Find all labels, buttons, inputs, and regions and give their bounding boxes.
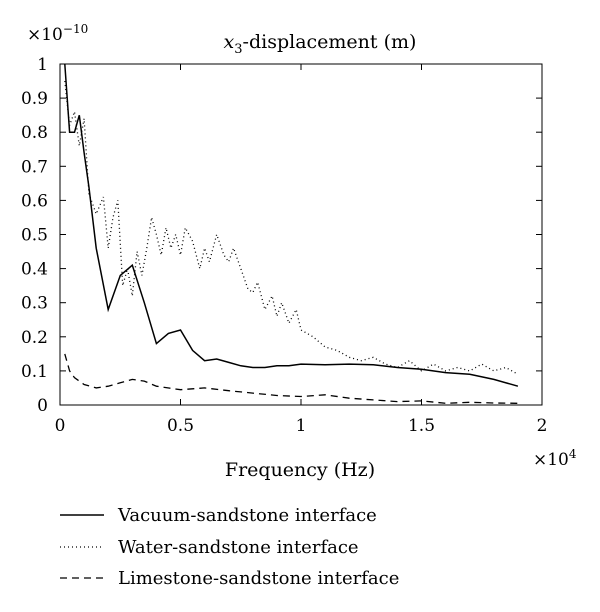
- x-tick-label-1: 0.5: [167, 416, 194, 436]
- y-tick-label-2: 0.2: [21, 328, 48, 348]
- y-tick-label-8: 0.8: [21, 123, 48, 143]
- x-tick-label-4: 2: [537, 416, 548, 436]
- y-tick-label-7: 0.7: [21, 157, 48, 177]
- series-layer: [64, 63, 519, 404]
- y-tick-label-6: 0.6: [21, 191, 48, 211]
- series-vacuum-line: [64, 63, 519, 387]
- title-rest: -displacement (m): [243, 31, 417, 53]
- legend-label-water: Water-sandstone interface: [118, 537, 359, 558]
- legend-item-water: Water-sandstone interface: [60, 537, 359, 558]
- y-tick-label-1: 0.1: [21, 362, 48, 382]
- x-multiplier-base: ×10: [533, 450, 569, 470]
- y-tick-label-3: 0.3: [21, 294, 48, 314]
- series-water-line: [64, 81, 519, 375]
- y-tick-label-0: 0: [37, 396, 48, 416]
- series-limestone-line: [64, 353, 518, 404]
- y-multiplier-base: ×10: [27, 25, 63, 45]
- x-multiplier: ×104: [533, 447, 577, 470]
- legend-item-vacuum: Vacuum-sandstone interface: [60, 505, 377, 526]
- legend-item-limestone: Limestone-sandstone interface: [60, 568, 399, 589]
- legend: Vacuum-sandstone interface Water-sandsto…: [60, 505, 399, 589]
- title-main: x: [224, 31, 235, 53]
- title-sub: 3: [234, 42, 242, 57]
- x-tick-label-2: 1: [296, 416, 307, 436]
- x-multiplier-exp: 4: [569, 447, 577, 461]
- y-tick-label-5: 0.5: [21, 226, 48, 246]
- chart-title: x3-displacement (m): [224, 31, 417, 57]
- legend-label-limestone: Limestone-sandstone interface: [118, 568, 399, 589]
- plot-frame: [59, 63, 543, 406]
- x-axis-label: Frequency (Hz): [225, 459, 375, 481]
- y-multiplier-exp: −10: [63, 22, 88, 36]
- y-tick-label-4: 0.4: [21, 260, 48, 280]
- y-tick-label-10: 1: [37, 55, 48, 75]
- y-tick-label-9: 0.9: [21, 89, 48, 109]
- tick-group: 0 0.5 1 1.5 2 0 0.1 0.2 0.3 0.4 0.5 0.6 0.7 0.8 0.9 1: [21, 55, 547, 436]
- x-tick-label-3: 1.5: [408, 416, 435, 436]
- x-tick-label-0: 0: [55, 416, 66, 436]
- legend-label-vacuum: Vacuum-sandstone interface: [117, 505, 377, 526]
- y-multiplier: ×10−10: [27, 22, 88, 45]
